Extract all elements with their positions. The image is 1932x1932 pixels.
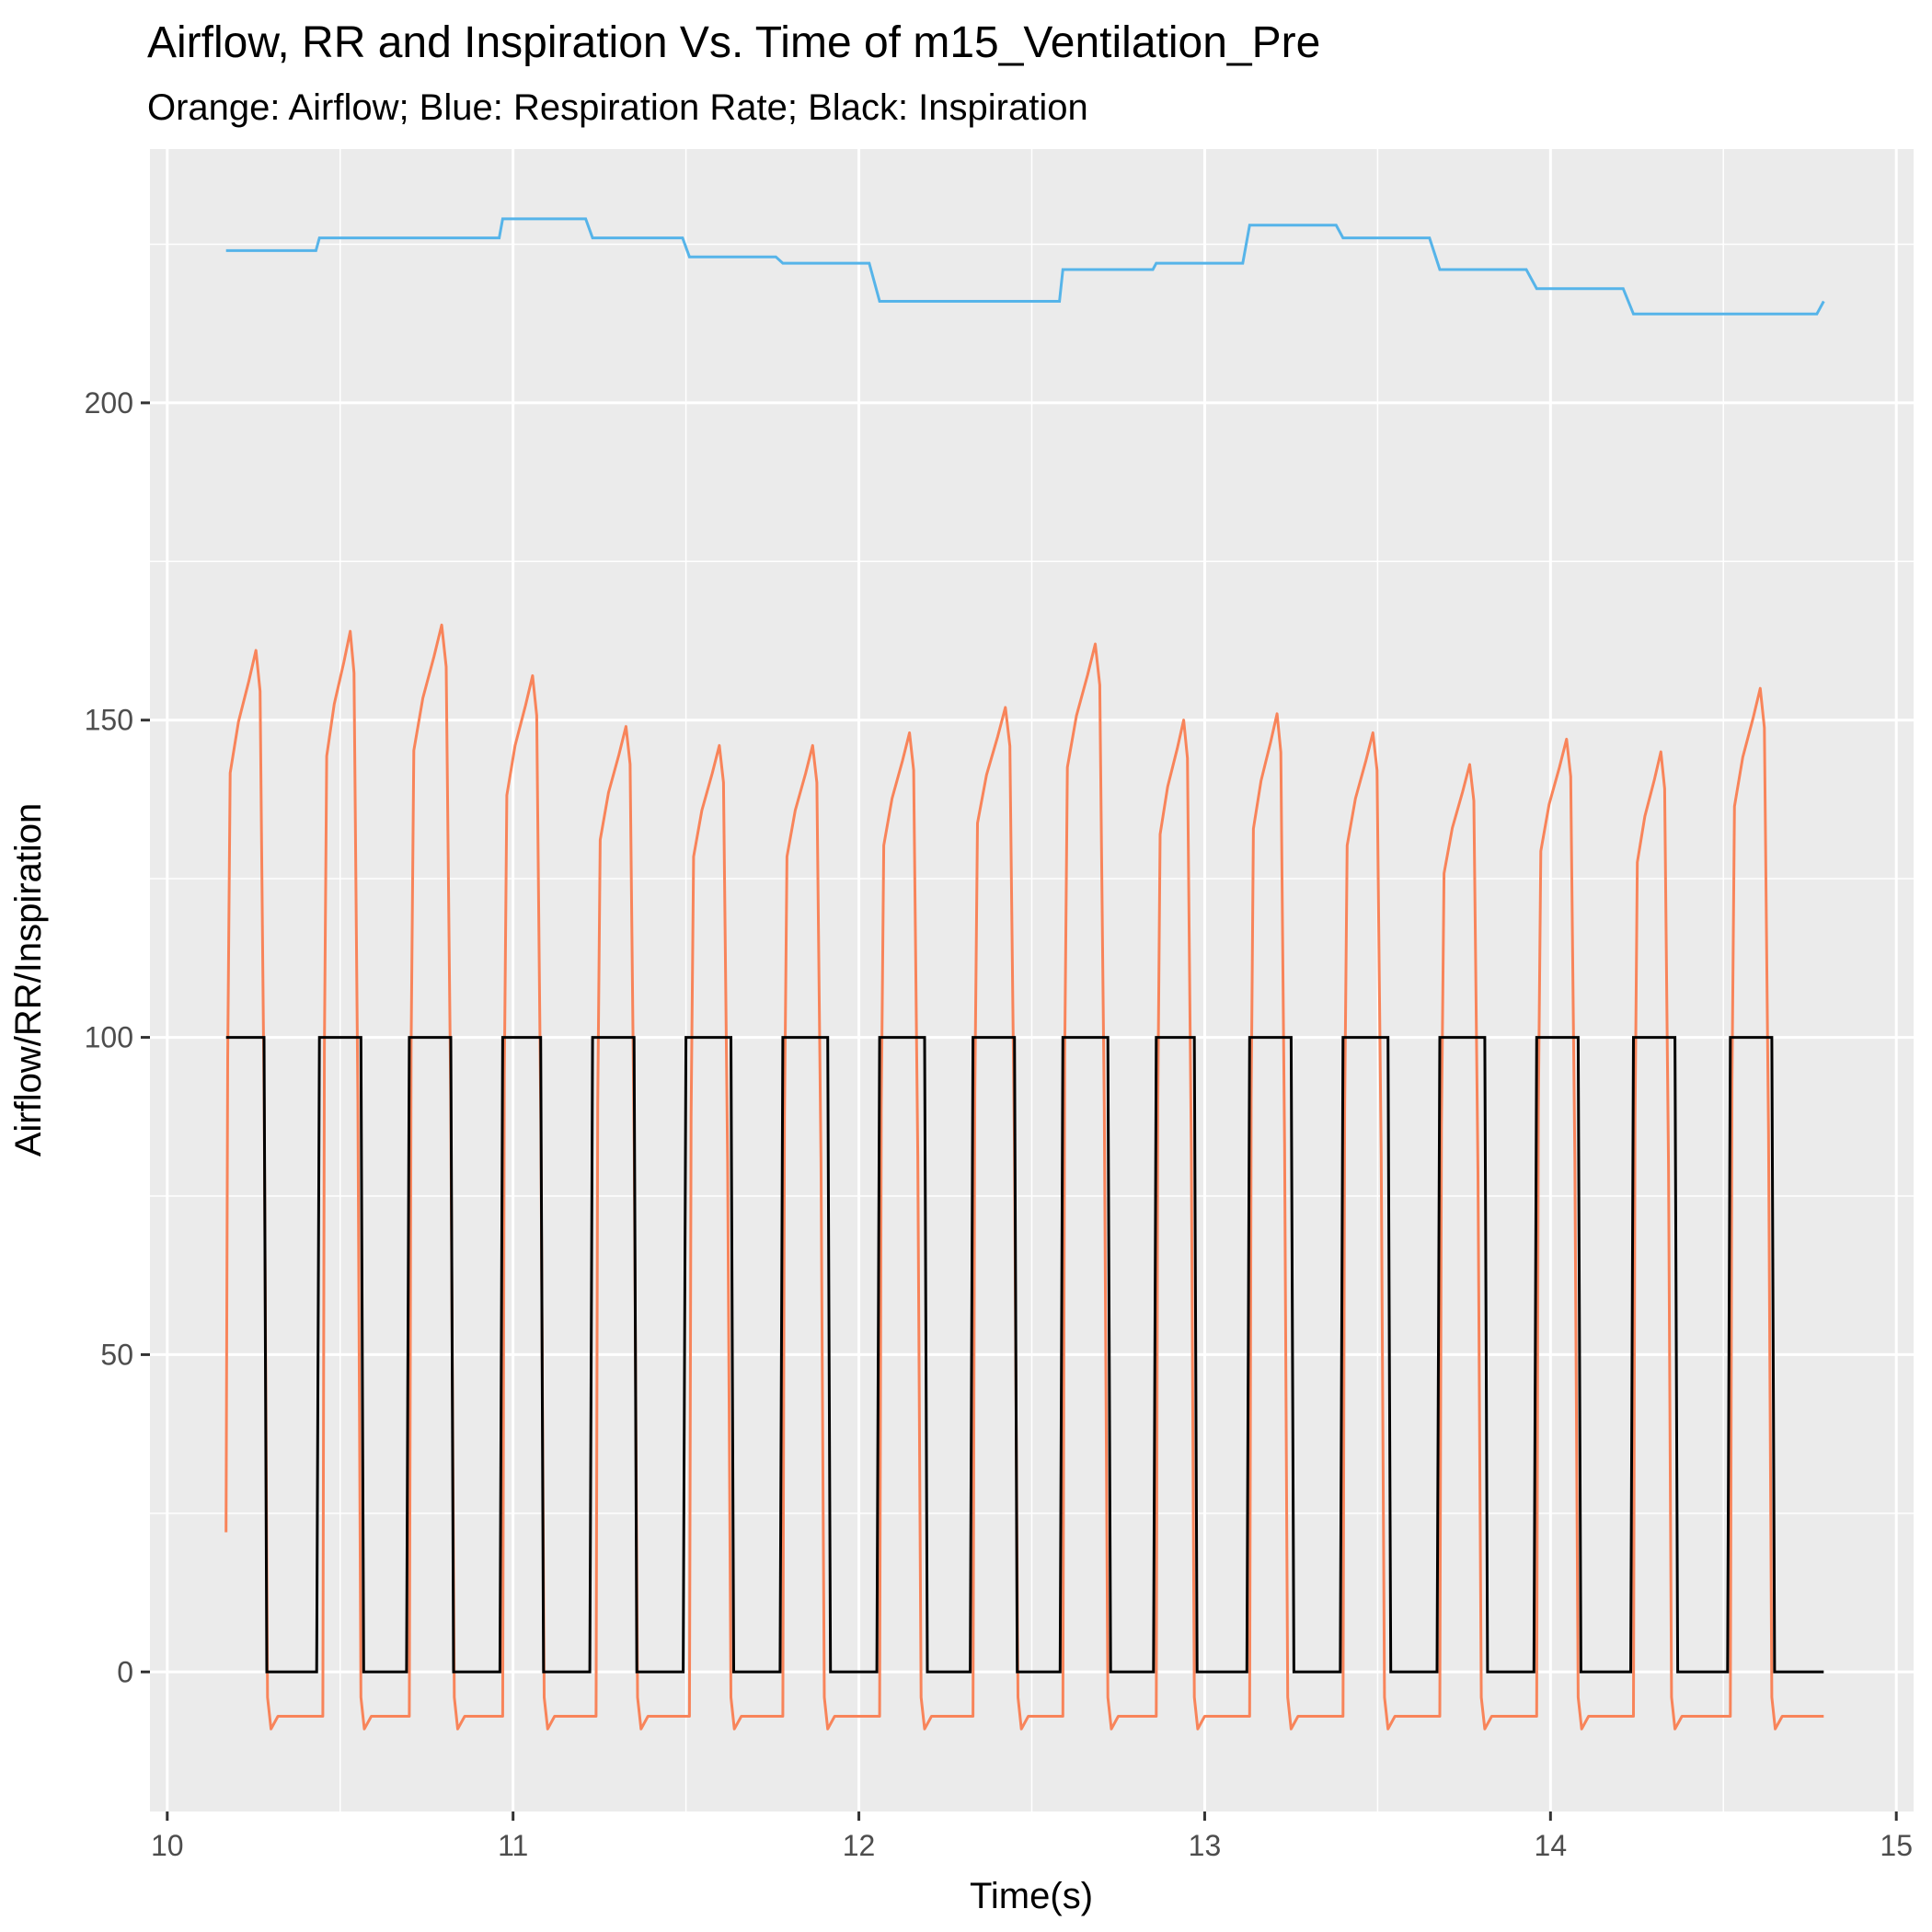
x-axis-label: Time(s) [970, 1876, 1093, 1916]
x-tick-label: 13 [1189, 1829, 1222, 1862]
y-tick-label: 150 [85, 704, 133, 737]
x-tick-label: 12 [843, 1829, 876, 1862]
x-tick-label: 11 [498, 1829, 528, 1862]
y-tick-label: 200 [85, 386, 133, 420]
series-line-rr [225, 217, 1825, 316]
y-tick-label: 0 [117, 1655, 133, 1688]
y-tick-label: 50 [100, 1338, 133, 1371]
chart-title: Airflow, RR and Inspiration Vs. Time of … [147, 18, 1320, 67]
x-tick-label: 14 [1535, 1829, 1568, 1862]
series-lines [224, 217, 1825, 1731]
chart-subtitle: Orange: Airflow; Blue: Respiration Rate;… [147, 87, 1088, 128]
y-tick-label: 100 [85, 1021, 133, 1054]
y-axis-label: Airflow/RR/Inspiration [8, 803, 49, 1157]
axis-ticks [141, 401, 1898, 1821]
series-line-inspiration [225, 1036, 1824, 1673]
x-tick-label: 10 [151, 1829, 184, 1862]
x-tick-label: 15 [1880, 1829, 1913, 1862]
series-line-airflow [224, 623, 1824, 1731]
